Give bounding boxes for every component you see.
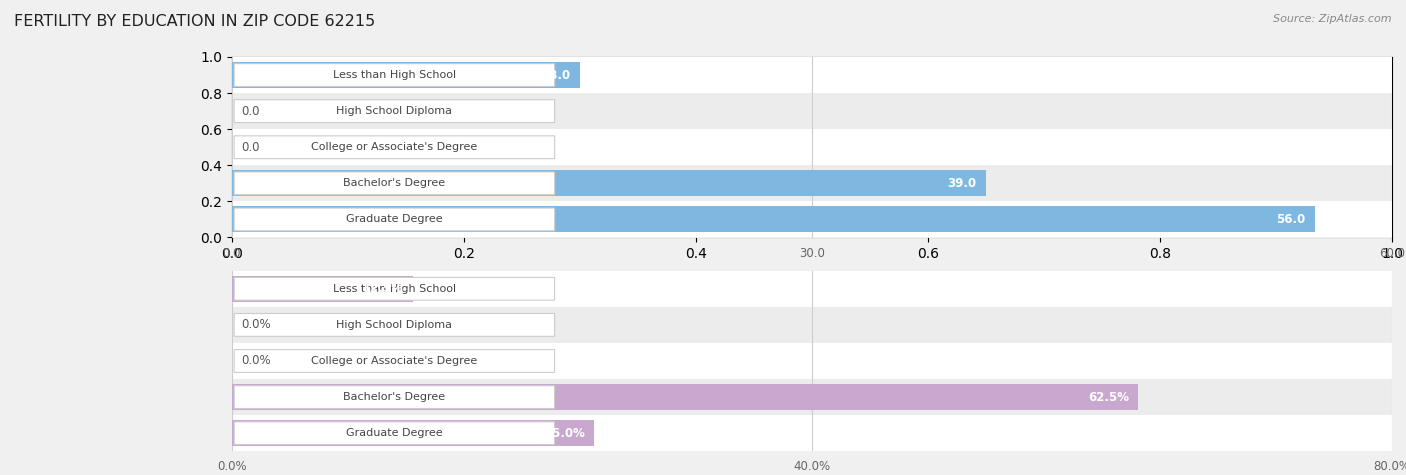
Text: FERTILITY BY EDUCATION IN ZIP CODE 62215: FERTILITY BY EDUCATION IN ZIP CODE 62215 [14, 14, 375, 29]
Bar [232, 201, 1392, 238]
Bar [232, 307, 1392, 343]
Text: College or Associate's Degree: College or Associate's Degree [311, 142, 478, 152]
Bar [232, 276, 413, 302]
Bar [232, 271, 1392, 307]
FancyBboxPatch shape [235, 136, 554, 159]
Text: Graduate Degree: Graduate Degree [346, 214, 443, 225]
Bar [232, 415, 1392, 451]
FancyBboxPatch shape [235, 64, 554, 86]
Bar [232, 165, 1392, 201]
Text: High School Diploma: High School Diploma [336, 320, 453, 330]
Bar [232, 62, 581, 88]
FancyBboxPatch shape [235, 277, 554, 300]
Text: Bachelor's Degree: Bachelor's Degree [343, 178, 446, 189]
FancyBboxPatch shape [235, 422, 554, 445]
Text: 0.0: 0.0 [242, 141, 260, 154]
Bar [232, 384, 1139, 410]
Text: Less than High School: Less than High School [333, 70, 456, 80]
Bar [232, 343, 1392, 379]
FancyBboxPatch shape [235, 100, 554, 123]
Text: 12.5%: 12.5% [363, 282, 404, 295]
Text: 0.0: 0.0 [242, 104, 260, 118]
Text: 56.0: 56.0 [1277, 213, 1305, 226]
Bar [232, 57, 1392, 93]
Text: College or Associate's Degree: College or Associate's Degree [311, 356, 478, 366]
Text: 25.0%: 25.0% [544, 427, 585, 440]
Text: 18.0: 18.0 [541, 68, 571, 82]
Text: 0.0%: 0.0% [242, 318, 271, 332]
Bar [232, 171, 986, 196]
FancyBboxPatch shape [235, 386, 554, 408]
Bar [232, 207, 1315, 232]
Text: High School Diploma: High School Diploma [336, 106, 453, 116]
Bar [232, 93, 1392, 129]
Bar [232, 129, 1392, 165]
FancyBboxPatch shape [235, 350, 554, 372]
Text: Less than High School: Less than High School [333, 284, 456, 294]
Text: Graduate Degree: Graduate Degree [346, 428, 443, 438]
Text: 0.0%: 0.0% [242, 354, 271, 368]
Bar [232, 379, 1392, 415]
Text: 39.0: 39.0 [948, 177, 977, 190]
Text: 62.5%: 62.5% [1088, 390, 1129, 404]
Text: Bachelor's Degree: Bachelor's Degree [343, 392, 446, 402]
Bar [232, 420, 595, 446]
FancyBboxPatch shape [235, 208, 554, 231]
Text: Source: ZipAtlas.com: Source: ZipAtlas.com [1274, 14, 1392, 24]
FancyBboxPatch shape [235, 172, 554, 195]
FancyBboxPatch shape [235, 314, 554, 336]
